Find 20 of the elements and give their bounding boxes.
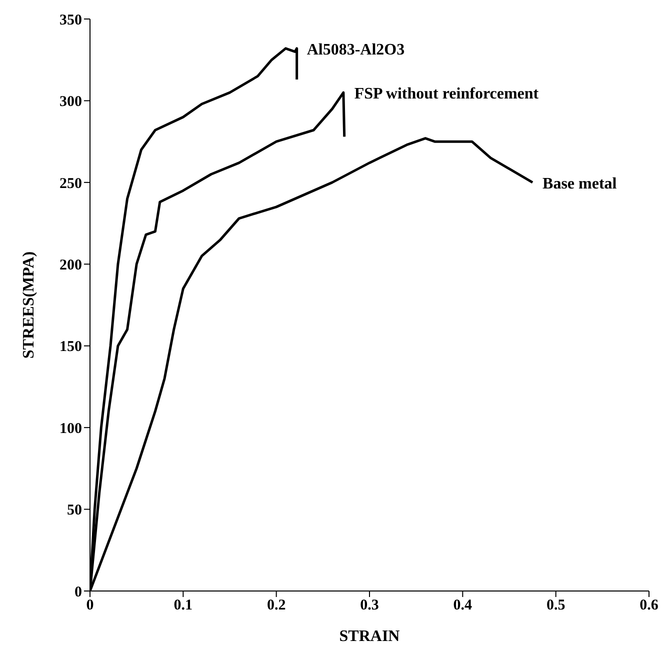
- x-axis-title: STRAIN: [339, 628, 400, 645]
- y-tick-label: 100: [60, 420, 82, 437]
- y-tick-label: 150: [60, 339, 82, 356]
- y-tick-label: 250: [60, 176, 82, 192]
- series-label: FSP without reinforcement: [354, 86, 540, 103]
- x-tick-label: 0.4: [453, 598, 473, 614]
- series-label: Al5083-Al2O3: [306, 41, 405, 58]
- x-tick-label: 0.3: [360, 598, 379, 614]
- y-tick-label: 50: [67, 502, 82, 519]
- x-tick-label: 0.5: [546, 598, 566, 614]
- x-tick-label: 0: [86, 598, 94, 614]
- x-tick-label: 0.1: [174, 598, 193, 614]
- y-tick-label: 300: [60, 94, 82, 110]
- y-axis-title: STREES(MPA): [20, 251, 38, 359]
- y-tick-label: 350: [60, 12, 82, 28]
- x-tick-label: 0.2: [266, 598, 286, 614]
- y-tick-label: 0: [74, 584, 82, 600]
- series-label: Base metal: [542, 175, 618, 192]
- y-tick-label: 200: [60, 257, 82, 274]
- x-tick-label: 0.6: [640, 598, 659, 614]
